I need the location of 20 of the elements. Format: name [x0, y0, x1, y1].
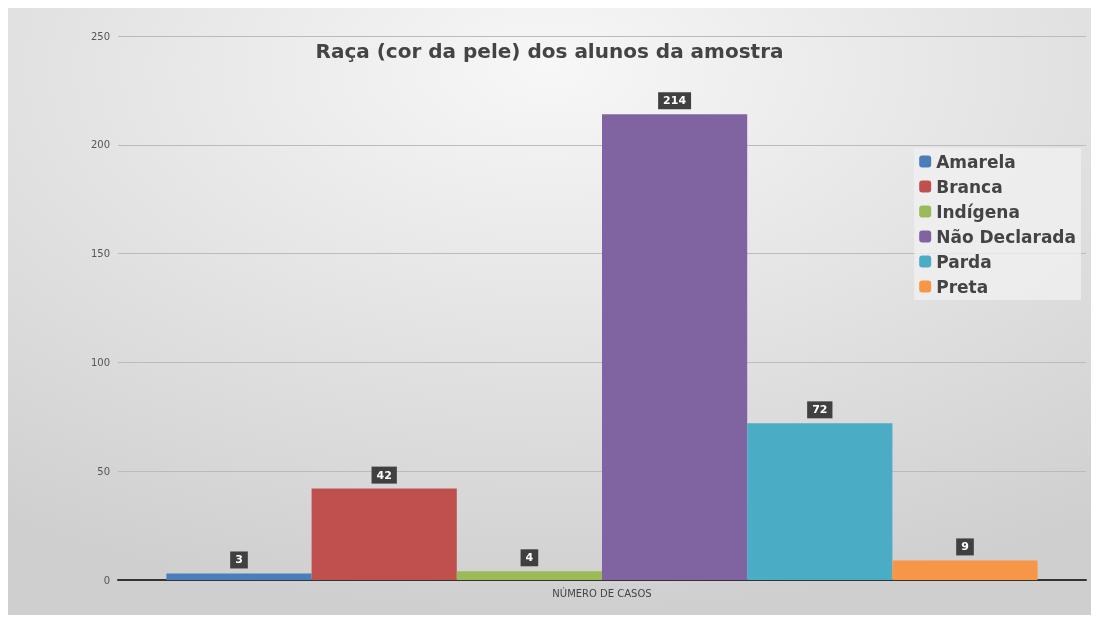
legend-label: Indígena — [936, 201, 1020, 222]
data-label: 4 — [525, 551, 534, 565]
legend-label: Preta — [936, 276, 989, 297]
y-tick-label: 0 — [103, 574, 110, 586]
legend-label: Parda — [936, 251, 992, 272]
y-tick-label: 250 — [90, 30, 110, 42]
chart-title: Raça (cor da pele) dos alunos da amostra — [315, 39, 784, 63]
y-tick-label: 100 — [90, 356, 110, 368]
data-label: 3 — [235, 553, 243, 567]
legend-label: Branca — [936, 176, 1003, 197]
data-label: 214 — [663, 94, 687, 108]
data-label: 72 — [812, 403, 828, 417]
x-tick-label: NÚMERO DE CASOS — [552, 586, 652, 599]
data-label: 42 — [376, 468, 392, 482]
data-label: 9 — [961, 540, 969, 554]
y-tick-label: 50 — [97, 465, 110, 477]
legend-label: Não Declarada — [936, 226, 1076, 247]
y-tick-label: 150 — [90, 248, 110, 260]
legend-label: Amarela — [936, 151, 1016, 172]
y-tick-label: 200 — [90, 139, 110, 151]
